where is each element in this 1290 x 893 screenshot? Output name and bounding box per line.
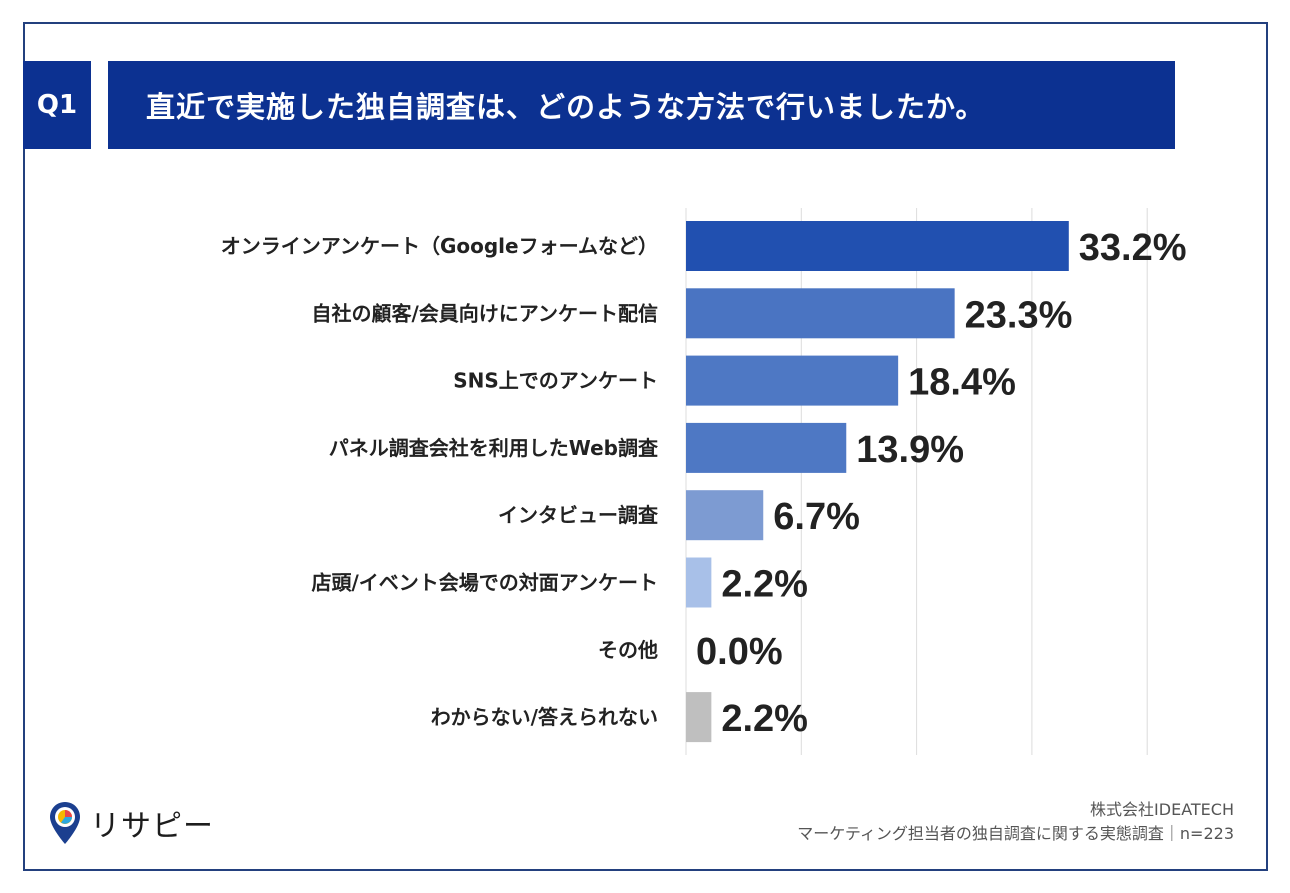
category-label: パネル調査会社を利用したWeb調査 <box>329 436 658 460</box>
category-label: 店頭/イベント会場での対面アンケート <box>311 571 658 595</box>
chart-bars <box>686 221 1069 743</box>
chart-value-labels: 33.2%23.3% 18.4% 13.9% 6.7% 2.2% 0.0% 2.2% <box>696 227 1187 740</box>
bar <box>686 422 847 473</box>
risapy-logo: リサピー <box>48 800 214 846</box>
value-label: 18.4% <box>908 362 1016 404</box>
logo-text: リサピー <box>90 809 214 844</box>
bar <box>686 692 712 743</box>
value-label: 2.2% <box>721 698 808 740</box>
value-label: 0.0% <box>696 631 783 673</box>
bar <box>686 355 899 406</box>
value-label: 23.3% <box>965 294 1073 336</box>
category-label: オンラインアンケート（Googleフォームなど） <box>221 234 658 258</box>
value-label: 13.9% <box>856 429 964 471</box>
pin-icon <box>50 802 80 844</box>
category-label: その他 <box>598 638 658 662</box>
chart-frame <box>23 22 1268 871</box>
question-number: Q1 <box>23 61 91 149</box>
bar <box>686 557 712 608</box>
category-label: わからない/答えられない <box>431 705 658 729</box>
bar <box>686 221 1069 271</box>
category-label: SNS上でのアンケート <box>453 369 658 393</box>
chart-category-labels: オンラインアンケート（Googleフォームなど） 自社の顧客/会員向けにアンケート… <box>221 234 658 729</box>
category-label: 自社の顧客/会員向けにアンケート配信 <box>311 301 658 325</box>
category-label: インタビュー調査 <box>498 503 658 527</box>
question-title-text: 直近で実施した独自調査は、どのような方法で行いましたか。 <box>146 90 986 124</box>
bar <box>686 288 955 339</box>
value-label: 2.2% <box>721 564 808 606</box>
question-title: 直近で実施した独自調査は、どのような方法で行いましたか。 <box>108 61 1175 149</box>
bar <box>686 490 764 541</box>
source-note: 株式会社IDEATECH マーケティング担当者の独自調査に関する実態調査｜n=2… <box>797 798 1234 846</box>
value-label: 33.2% <box>1079 227 1187 269</box>
source-company: 株式会社IDEATECH <box>1090 800 1234 819</box>
value-label: 6.7% <box>773 496 860 538</box>
source-survey: マーケティング担当者の独自調査に関する実態調査｜n=223 <box>797 824 1234 843</box>
